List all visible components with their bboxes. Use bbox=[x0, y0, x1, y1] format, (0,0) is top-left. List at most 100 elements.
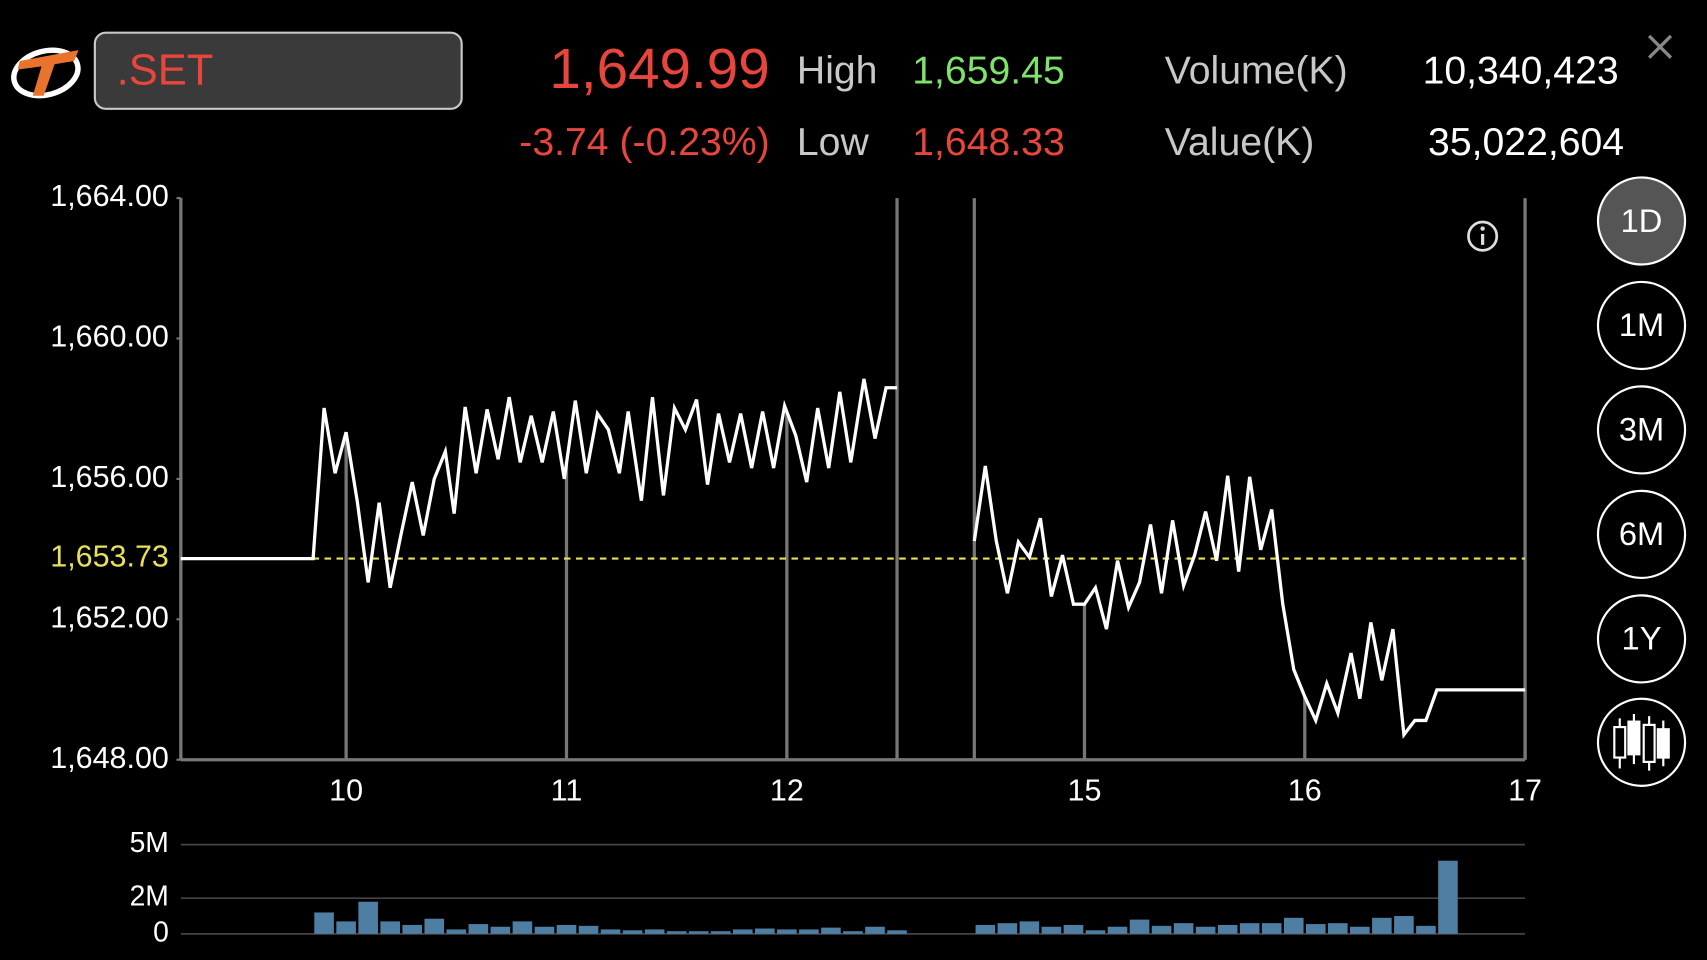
period-label: 1Y bbox=[1622, 620, 1662, 657]
volume-bar bbox=[843, 931, 863, 934]
volume-bar bbox=[710, 931, 731, 934]
y-tick-label: 1,664.00 bbox=[50, 179, 169, 213]
volume-bar bbox=[1063, 924, 1084, 934]
volume-bar bbox=[534, 926, 555, 934]
volume-bar bbox=[578, 925, 599, 934]
chart-type-button[interactable] bbox=[1596, 697, 1687, 787]
volume-bar bbox=[865, 926, 885, 934]
volume-bar bbox=[446, 929, 467, 934]
volume-bar bbox=[688, 931, 709, 934]
last-price: 1,649.99 bbox=[549, 37, 769, 100]
volume-bar bbox=[512, 921, 533, 934]
volume-bar bbox=[1283, 917, 1304, 934]
reference-label: 1,653.73 bbox=[50, 540, 169, 574]
low-label: Low bbox=[797, 121, 870, 164]
y-tick-label: 1,656.00 bbox=[50, 460, 169, 494]
volume-tick-label: 2M bbox=[130, 880, 169, 912]
volume-bar bbox=[1085, 930, 1106, 934]
volume-bar bbox=[1394, 916, 1414, 934]
volume-bar bbox=[600, 929, 621, 934]
volume-bar bbox=[777, 929, 797, 934]
volume-bar bbox=[644, 929, 665, 934]
volume-bar bbox=[1217, 924, 1238, 934]
volume-bar bbox=[1261, 923, 1282, 934]
x-tick-label: 15 bbox=[1068, 773, 1102, 807]
volume-bar bbox=[1239, 923, 1260, 934]
volume-bar bbox=[997, 923, 1018, 934]
x-tick-label: 17 bbox=[1508, 773, 1542, 807]
volume-bar bbox=[732, 929, 753, 934]
y-tick-label: 1,648.00 bbox=[50, 741, 169, 775]
volume-bar bbox=[1151, 925, 1172, 934]
period-button[interactable]: 3M bbox=[1596, 385, 1687, 475]
volume-bar bbox=[1350, 926, 1370, 934]
info-icon[interactable] bbox=[1467, 220, 1499, 252]
volume-bar bbox=[1129, 919, 1150, 934]
period-button[interactable]: 1Y bbox=[1596, 594, 1687, 684]
volume-bar bbox=[314, 912, 334, 934]
volume-tick-label: 0 bbox=[153, 915, 169, 947]
logo bbox=[11, 47, 81, 99]
volume-bar bbox=[1173, 923, 1194, 934]
volume-bar bbox=[1041, 926, 1062, 934]
volume-bar bbox=[799, 929, 819, 934]
change: -3.74 (-0.23%) bbox=[519, 121, 769, 164]
x-tick-label: 12 bbox=[770, 773, 804, 807]
volume-bar bbox=[1019, 921, 1040, 934]
volume-bar bbox=[622, 930, 643, 934]
volume-label: Volume(K) bbox=[1165, 49, 1348, 92]
x-tick-label: 11 bbox=[551, 773, 583, 807]
price-line bbox=[972, 465, 1526, 740]
low-value: 1,648.33 bbox=[912, 121, 1064, 164]
period-circle bbox=[1596, 385, 1687, 475]
period-circle bbox=[1596, 280, 1687, 371]
volume-bar bbox=[887, 930, 907, 934]
volume-bar bbox=[358, 901, 378, 934]
x-tick-label: 10 bbox=[329, 773, 363, 807]
value-label: Value(K) bbox=[1165, 121, 1315, 164]
volume-bar bbox=[556, 924, 577, 934]
volume-bar bbox=[380, 921, 400, 934]
period-button[interactable]: 6M bbox=[1596, 489, 1687, 580]
x-tick-label: 16 bbox=[1288, 773, 1322, 807]
period-button[interactable]: 1D bbox=[1596, 176, 1687, 266]
y-tick-label: 1,660.00 bbox=[50, 320, 169, 354]
volume-bar bbox=[975, 924, 996, 934]
high-value: 1,659.45 bbox=[912, 49, 1064, 92]
volume-bar bbox=[468, 924, 489, 934]
volume-bar bbox=[666, 931, 687, 934]
volume-bar bbox=[821, 927, 841, 934]
volume-bar bbox=[1328, 923, 1348, 934]
period-circle bbox=[1596, 176, 1687, 266]
symbol-box[interactable] bbox=[93, 31, 463, 110]
volume-bar bbox=[1372, 917, 1392, 934]
y-tick-label: 1,652.00 bbox=[50, 600, 169, 634]
period-circle bbox=[1596, 594, 1687, 684]
volume-value: 10,340,423 bbox=[1423, 49, 1619, 92]
volume-bar bbox=[336, 921, 356, 934]
volume-bar bbox=[1305, 924, 1326, 934]
value-value: 35,022,604 bbox=[1428, 121, 1624, 164]
volume-bar bbox=[1195, 926, 1216, 934]
price-line bbox=[180, 378, 898, 589]
volume-tick-label: 5M bbox=[130, 826, 169, 858]
close-button[interactable] bbox=[1647, 34, 1673, 59]
period-label: 1D bbox=[1621, 202, 1663, 239]
period-label: 6M bbox=[1619, 515, 1664, 552]
volume-bar bbox=[1416, 925, 1436, 934]
symbol: .SET bbox=[117, 46, 214, 94]
period-label: 1M bbox=[1619, 306, 1664, 343]
period-label: 3M bbox=[1619, 411, 1664, 448]
volume-bar bbox=[1438, 860, 1458, 934]
high-label: High bbox=[797, 49, 878, 92]
period-button[interactable]: 1M bbox=[1596, 280, 1687, 371]
volume-bar bbox=[755, 928, 775, 934]
volume-bar bbox=[1107, 926, 1128, 934]
period-circle bbox=[1596, 489, 1687, 580]
volume-bar bbox=[490, 926, 511, 934]
volume-bar bbox=[424, 918, 445, 934]
volume-bar bbox=[402, 924, 423, 934]
